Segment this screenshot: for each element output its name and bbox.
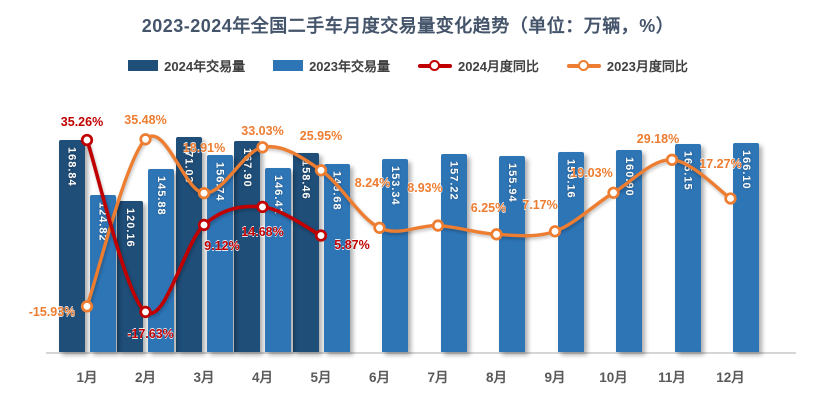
pct-label-2023月度同比-11月: 29.18% <box>636 131 680 146</box>
marker-2023月度同比-1 <box>139 133 152 146</box>
bar-value-2023年交易量-6月: 153.34 <box>389 166 401 206</box>
bar-value-2023年交易量-8月: 155.94 <box>506 162 518 203</box>
pct-label-2023月度同比-1月: -15.93% <box>28 305 76 320</box>
pct-label-2023月度同比-9月: 7.17% <box>522 198 558 213</box>
x-tick-2月: 2月 <box>134 370 157 385</box>
x-axis-line <box>46 352 796 354</box>
pct-label-2023月度同比-12月: 17.27% <box>699 157 742 172</box>
pct-label-2023月度同比-6月: 8.24% <box>354 175 391 190</box>
legend-item-2023-yoy: 2023月度同比 <box>566 56 688 75</box>
bar-value-2023年交易量-11月: 165.15 <box>681 151 694 192</box>
legend-label-2024-yoy: 2024月度同比 <box>458 59 539 74</box>
x-tick-11月: 11月 <box>658 370 686 385</box>
pct-label-2024月度同比-2月: -17.63% <box>127 326 174 341</box>
pct-label-2024月度同比-5月: 5.87% <box>334 237 370 252</box>
bar-value-2023年交易量-1月: 124.82 <box>96 202 109 242</box>
x-tick-3月: 3月 <box>193 370 215 385</box>
line-2023-swatch-icon <box>566 59 601 72</box>
legend-item-2023-volume: 2023年交易量 <box>273 56 390 75</box>
bar-value-2024年交易量-1月: 168.84 <box>65 146 78 187</box>
legend-label-2024-volume: 2024年交易量 <box>164 59 246 74</box>
bar-value-2023年交易量-7月: 157.22 <box>447 161 460 202</box>
legend-item-2024-yoy: 2024月度同比 <box>418 56 539 75</box>
pct-label-2023月度同比-10月: 19.03% <box>570 165 613 180</box>
x-tick-5月: 5月 <box>310 370 332 385</box>
chart-legend: 2024年交易量 2023年交易量 2024月度同比 2023月度同比 <box>0 56 816 75</box>
pct-label-2024月度同比-1月: 35.26% <box>60 115 104 129</box>
x-tick-8月: 8月 <box>485 370 508 385</box>
bar-value-2023年交易量-5月: 149.68 <box>330 170 343 211</box>
bar-2023年交易量-12月 <box>733 143 759 352</box>
pct-label-2024月度同比-3月: 9.12% <box>204 238 240 253</box>
legend-item-2024-volume: 2024年交易量 <box>128 56 245 75</box>
bar-value-2024年交易量-4月: 167.90 <box>241 147 253 188</box>
bar-value-2023年交易量-4月: 146.41 <box>272 174 284 215</box>
x-tick-10月: 10月 <box>599 370 628 385</box>
x-tick-1月: 1月 <box>76 370 98 385</box>
bar-value-2024年交易量-2月: 120.16 <box>124 207 136 248</box>
x-tick-9月: 9月 <box>544 370 566 385</box>
bar-value-2023年交易量-10月: 160.90 <box>623 156 635 197</box>
bar-2024年交易量-1月 <box>58 139 85 352</box>
pct-label-2023月度同比-4月: 33.03% <box>241 124 284 139</box>
pct-label-2023月度同比-5月: 25.95% <box>299 129 343 144</box>
x-tick-4月: 4月 <box>251 370 274 385</box>
pct-label-2023月度同比-8月: 6.25% <box>470 201 507 216</box>
bar-2024-swatch-icon <box>128 60 159 71</box>
x-tick-12月: 12月 <box>716 370 745 385</box>
pct-label-2023月度同比-3月: 18.91% <box>182 141 226 156</box>
bar-value-2023年交易量-2月: 145.88 <box>155 175 167 216</box>
bar-2023-swatch-icon <box>273 60 304 71</box>
x-tick-7月: 7月 <box>427 370 449 385</box>
bar-value-2023年交易量-3月: 156.74 <box>213 161 226 202</box>
legend-label-2023-volume: 2023年交易量 <box>309 59 390 74</box>
bar-value-2024年交易量-5月: 158.46 <box>299 159 312 200</box>
pct-label-2023月度同比-7月: 8.93% <box>407 180 443 195</box>
legend-label-2023-yoy: 2023月度同比 <box>606 59 688 74</box>
bar-value-2023年交易量-12月: 166.10 <box>740 150 752 190</box>
x-tick-6月: 6月 <box>368 370 391 385</box>
pct-label-2024月度同比-4月: 14.68% <box>241 224 284 239</box>
line-2024-swatch-icon <box>418 59 452 72</box>
chart-title: 2023-2024年全国二手车月度交易量变化趋势（单位：万辆，%） <box>141 16 675 36</box>
pct-label-2023月度同比-2月: 35.48% <box>124 113 167 128</box>
